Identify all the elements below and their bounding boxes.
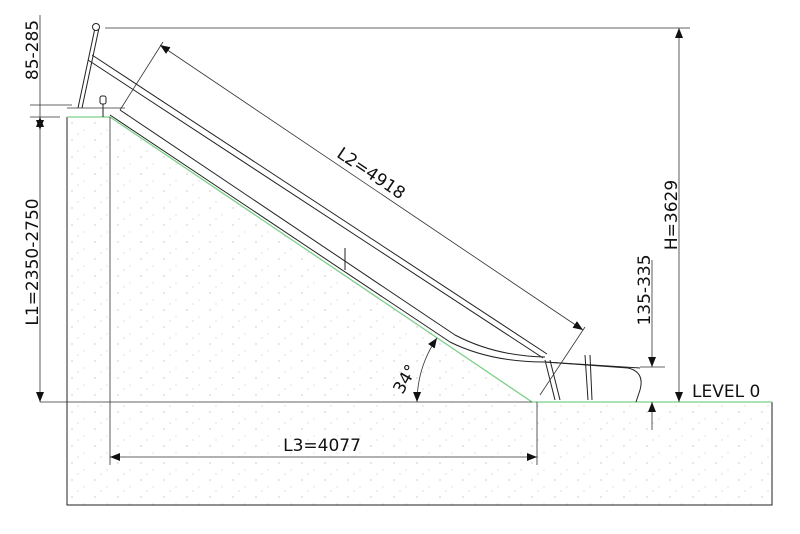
ground-mound (40, 116, 773, 506)
overhang-label: 85-285 (23, 20, 43, 80)
dimension-l1: L1=2350-2750 (23, 117, 44, 402)
dimension-h: H=3629 (105, 27, 690, 402)
exit-height-label: 135-335 (635, 254, 655, 325)
exit-handrail (544, 361, 642, 403)
dimension-overhang: 85-285 (23, 15, 72, 130)
h-label: H=3629 (662, 180, 682, 250)
dimension-l3: L3=4077 (110, 436, 537, 461)
l2-label: L2=4918 (333, 144, 409, 204)
start-handle (77, 27, 100, 109)
l1-label: L1=2350-2750 (23, 198, 43, 325)
dimension-exit-height: 135-335 (635, 254, 665, 430)
level-zero-label: LEVEL 0 (692, 382, 760, 402)
l3-label: L3=4077 (283, 436, 361, 456)
